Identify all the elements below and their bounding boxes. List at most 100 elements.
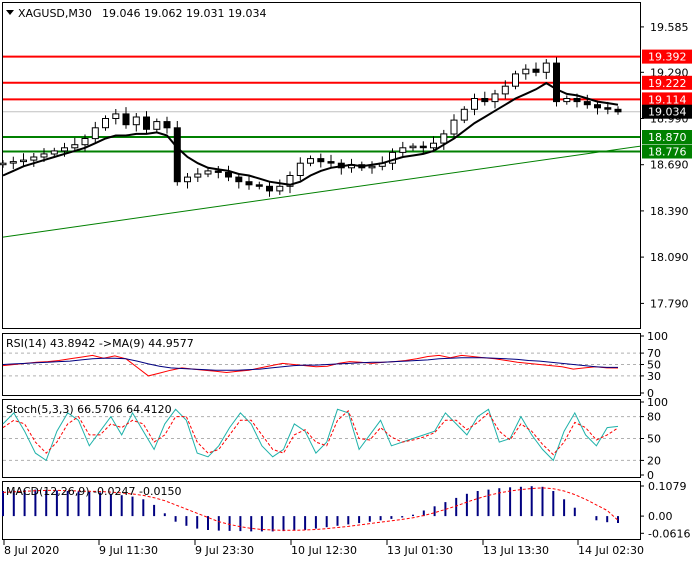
- candle-body: [604, 107, 612, 110]
- candle-body: [471, 98, 478, 110]
- current-price-tag: [642, 104, 692, 119]
- candle-body: [153, 121, 161, 130]
- stoch-layer-axis-label-2: 50: [647, 433, 661, 446]
- symbol-dropdown-icon[interactable]: [6, 10, 14, 15]
- candle-body: [594, 104, 601, 109]
- candle-body: [266, 185, 273, 192]
- resistance-tag-label-0: 19.392: [648, 51, 687, 64]
- candle-body: [399, 147, 407, 153]
- candle-body: [430, 142, 437, 149]
- support-tag-label-1: 18.776: [648, 146, 687, 159]
- candle-body: [163, 121, 171, 129]
- rsi-layer-axis-label-2: 50: [647, 359, 661, 372]
- date-axis-label-2: 9 Jul 23:30: [195, 544, 254, 557]
- candle-body: [573, 98, 581, 103]
- price-axis-label-4: 18.390: [650, 205, 689, 218]
- rsi-layer-axis-label-0: 100: [647, 330, 668, 343]
- stoch-layer-axis-label-4: 0: [647, 469, 654, 482]
- price-axis-label-6: 17.790: [650, 297, 689, 310]
- series-line-1: [2, 409, 619, 456]
- trendline: [2, 145, 641, 238]
- candle-body: [143, 116, 150, 130]
- support-tag-0: [642, 130, 692, 144]
- resistance-tag-label-2: 19.114: [648, 93, 687, 106]
- candle-body: [614, 108, 622, 113]
- candle-body: [460, 108, 468, 121]
- date-axis-label-4: 13 Jul 01:30: [387, 544, 453, 557]
- price-axis-label-0: 19.585: [650, 21, 689, 34]
- candle-body: [0, 162, 7, 166]
- stoch-layer-axis-label-3: 20: [647, 454, 661, 467]
- candle-body: [307, 158, 314, 164]
- date-axis-label-6: 14 Jul 02:30: [578, 544, 644, 557]
- candle-body: [112, 113, 120, 120]
- resistance-tag-label-1: 19.222: [648, 77, 687, 90]
- candle-body: [532, 68, 540, 73]
- date-axis-label-3: 10 Jul 12:30: [291, 544, 357, 557]
- candle-body: [235, 176, 243, 183]
- candle-body: [71, 144, 79, 149]
- candle-body: [368, 165, 376, 169]
- candle-body: [276, 185, 284, 192]
- moving-average-line: [2, 81, 619, 186]
- macd-layer: [2, 486, 619, 532]
- candle-body: [50, 150, 58, 155]
- date-axis-label-1: 9 Jul 11:30: [99, 544, 158, 557]
- candle-body: [419, 145, 427, 149]
- candle-body: [225, 171, 232, 178]
- macd-signal-line: [2, 487, 619, 531]
- rsi-layer-axis-label-1: 70: [647, 347, 661, 360]
- candle-body: [184, 176, 191, 183]
- candle-body: [553, 62, 560, 103]
- stoch-layer-axis-label-0: 100: [647, 396, 668, 409]
- candle-body: [481, 98, 489, 103]
- candle-body: [409, 145, 417, 149]
- ohlc-values: 19.046 19.062 19.031 19.034: [102, 7, 266, 20]
- candle-body: [122, 113, 130, 126]
- candle-body: [204, 170, 212, 175]
- candle-body: [132, 116, 140, 126]
- candle-body: [194, 173, 202, 178]
- candle-body: [245, 181, 253, 186]
- resistance-tag-0: [642, 49, 692, 64]
- price-axis-label-3: 18.690: [650, 159, 689, 172]
- macd-axis-label-0: 0.1079: [648, 480, 687, 493]
- stoch-layer: [2, 408, 640, 462]
- price-panel-frame: [2, 2, 641, 329]
- candle-body: [9, 161, 17, 164]
- stoch-layer-axis-label-1: 80: [647, 411, 661, 424]
- candle-body: [542, 62, 550, 73]
- stoch-label: Stoch(5,3,3) 66.5706 64.4120: [6, 403, 172, 416]
- price-layer: [0, 55, 641, 238]
- current-price-tag-label: 19.034: [648, 106, 687, 119]
- support-tag-label-0: 18.870: [648, 131, 687, 144]
- macd-axis-label-2: -0.0616: [648, 527, 690, 540]
- candle-body: [61, 147, 68, 152]
- price-axis-label-5: 18.090: [650, 251, 689, 264]
- candle-body: [40, 153, 48, 158]
- candle-body: [214, 170, 222, 173]
- candle-body: [501, 85, 509, 95]
- candle-body: [317, 158, 325, 163]
- candle-body: [91, 127, 99, 140]
- candle-body: [563, 98, 571, 103]
- resistance-tag-1: [642, 75, 692, 90]
- candle-body: [583, 101, 591, 106]
- candle-body: [440, 133, 448, 144]
- candle-body: [255, 184, 263, 187]
- rsi-layer-axis-label-4: 0: [647, 387, 654, 400]
- candle-body: [20, 159, 27, 163]
- candle-body: [30, 156, 38, 161]
- candle-body: [327, 161, 335, 164]
- candle-body: [296, 162, 304, 176]
- resistance-tag-2: [642, 92, 692, 107]
- candle-body: [102, 118, 109, 129]
- series-line-1: [2, 357, 618, 371]
- rsi-layer-axis-label-3: 30: [647, 370, 661, 383]
- axis-layer: 19.58519.29018.99018.69018.39018.09017.7…: [3, 21, 692, 557]
- candle-body: [491, 93, 499, 103]
- rsi-layer: [2, 352, 640, 377]
- date-axis-label-0: 8 Jul 2020: [4, 544, 59, 557]
